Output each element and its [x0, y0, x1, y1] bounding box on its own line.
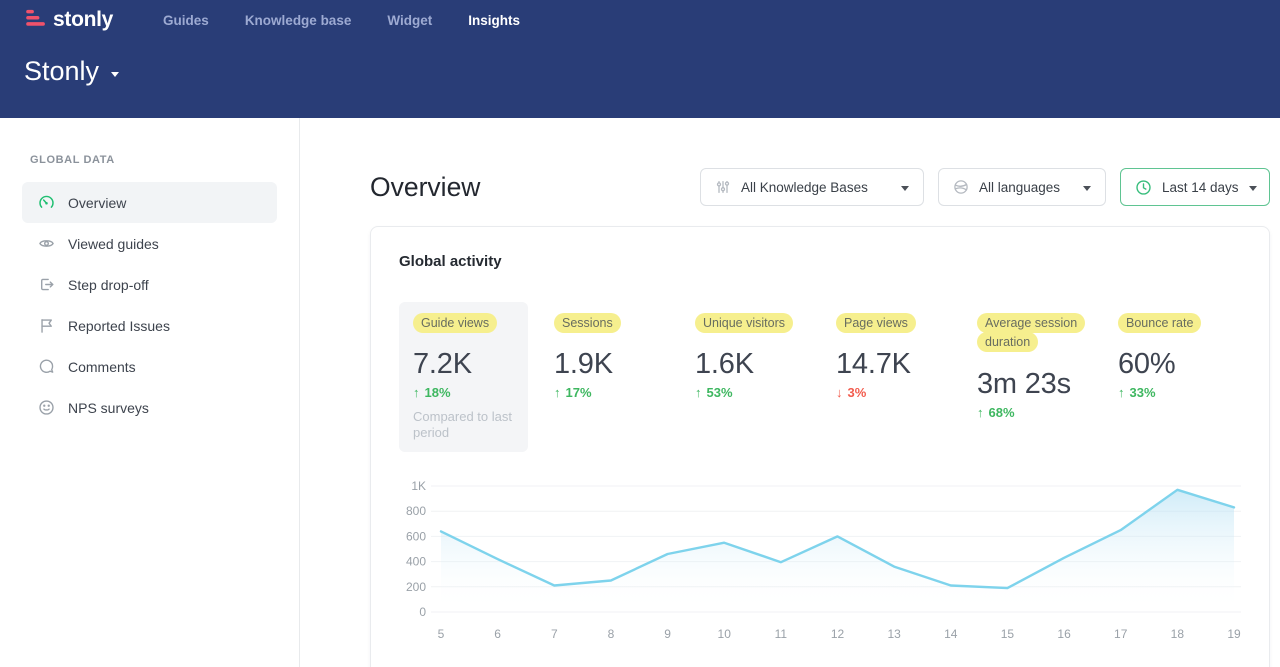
stonly-logo-icon — [24, 7, 46, 34]
x-tick-label: 19 — [1227, 627, 1241, 641]
sidebar-item-overview[interactable]: Overview — [22, 182, 277, 223]
filter-all-languages[interactable]: All languages — [938, 168, 1106, 206]
sidebar-item-viewed-guides[interactable]: Viewed guides — [22, 223, 277, 264]
page-title: Overview — [370, 172, 480, 203]
x-tick-label: 13 — [887, 627, 901, 641]
sidebar-item-nps-surveys[interactable]: NPS surveys — [22, 387, 277, 428]
nav-item-guides[interactable]: Guides — [163, 13, 209, 28]
metric-label-pill: Bounce rate — [1118, 313, 1201, 333]
x-tick-label: 15 — [1001, 627, 1015, 641]
chevron-down-icon — [1249, 186, 1257, 191]
y-tick-label: 0 — [419, 605, 426, 619]
top-navigation: Guides Knowledge base Widget Insights — [163, 13, 520, 28]
metric-guide-views[interactable]: Guide views 7.2K ↑18% Compared to last p… — [399, 302, 528, 452]
chevron-down-icon — [901, 186, 909, 191]
top-header: stonly Guides Knowledge base Widget Insight… — [0, 0, 1280, 118]
x-tick-label: 16 — [1057, 627, 1071, 641]
globe-icon — [953, 179, 969, 195]
sidebar-item-comments[interactable]: Comments — [22, 346, 277, 387]
metric-unique-visitors[interactable]: Unique visitors 1.6K ↑53% — [681, 302, 810, 452]
chevron-down-icon — [111, 72, 119, 77]
clock-icon — [1135, 179, 1152, 196]
global-activity-card: Global activity Guide views 7.2K ↑18% Co… — [370, 226, 1270, 667]
x-tick-label: 11 — [775, 627, 788, 641]
card-title: Global activity — [399, 253, 1241, 270]
x-tick-label: 10 — [718, 627, 732, 641]
x-tick-label: 14 — [944, 627, 958, 641]
filter-last-14-days[interactable]: Last 14 days — [1120, 168, 1270, 206]
filter-all-knowledge-bases[interactable]: All Knowledge Bases — [700, 168, 924, 206]
logo-text: stonly — [53, 8, 113, 32]
metric-value: 1.6K — [695, 349, 796, 379]
metric-label-pill: Guide views — [413, 313, 497, 333]
metric-value: 14.7K — [836, 349, 937, 379]
metric-label-pill: Unique visitors — [695, 313, 793, 333]
metric-change: ↑18% — [413, 385, 514, 400]
metrics-row: Guide views 7.2K ↑18% Compared to last p… — [399, 302, 1241, 452]
sidebar-section-title: GLOBAL DATA — [30, 154, 299, 166]
flag-icon — [38, 317, 55, 334]
y-tick-label: 800 — [406, 505, 426, 519]
y-tick-label: 1K — [411, 479, 426, 493]
metric-change: ↑53% — [695, 385, 796, 400]
x-tick-label: 17 — [1114, 627, 1128, 641]
workspace-name: Stonly — [24, 56, 99, 87]
metric-label-pill: Page views — [836, 313, 916, 333]
nav-item-widget[interactable]: Widget — [387, 13, 432, 28]
stonly-logo[interactable]: stonly — [24, 7, 113, 34]
x-tick-label: 5 — [438, 627, 445, 641]
x-tick-label: 8 — [608, 627, 615, 641]
metric-change: ↑33% — [1118, 385, 1219, 400]
comment-icon — [38, 358, 55, 375]
sliders-icon — [715, 179, 731, 195]
gauge-icon — [38, 194, 55, 211]
arrow-down-icon: ↓ — [836, 385, 843, 400]
x-tick-label: 18 — [1171, 627, 1185, 641]
nav-item-knowledge-base[interactable]: Knowledge base — [245, 13, 352, 28]
metric-value: 60% — [1118, 349, 1219, 379]
smiley-icon — [38, 399, 55, 416]
arrow-up-icon: ↑ — [1118, 385, 1125, 400]
metric-value: 3m 23s — [977, 369, 1078, 399]
metric-value: 7.2K — [413, 349, 514, 379]
metric-change: ↑17% — [554, 385, 655, 400]
metric-value: 1.9K — [554, 349, 655, 379]
metric-sessions[interactable]: Sessions 1.9K ↑17% — [540, 302, 669, 452]
metric-change: ↑68% — [977, 405, 1078, 420]
sidebar-item-reported-issues[interactable]: Reported Issues — [22, 305, 277, 346]
metric-average-session-duration[interactable]: Average session duration 3m 23s ↑68% — [963, 302, 1092, 452]
sidebar: GLOBAL DATA Overview Viewed guides Step … — [0, 118, 300, 667]
arrow-up-icon: ↑ — [554, 385, 561, 400]
x-tick-label: 6 — [494, 627, 501, 641]
step-exit-icon — [38, 276, 55, 293]
y-tick-label: 200 — [406, 580, 426, 594]
metric-change: ↓3% — [836, 385, 937, 400]
y-tick-label: 400 — [406, 555, 426, 569]
global-activity-chart: 0 200 400 600 800 1K 5 6 7 8 9 10 11 12 13 14 15 16 17 18 19 — [399, 478, 1243, 656]
metric-page-views[interactable]: Page views 14.7K ↓3% — [822, 302, 951, 452]
nav-item-insights[interactable]: Insights — [468, 13, 520, 28]
y-tick-label: 600 — [406, 530, 426, 544]
main-content: Overview All Knowledge Bases All languag… — [300, 118, 1280, 667]
metric-label-pill: Sessions — [554, 313, 621, 333]
x-tick-label: 12 — [831, 627, 845, 641]
workspace-switcher[interactable]: Stonly — [24, 56, 119, 87]
eye-icon — [38, 235, 55, 252]
arrow-up-icon: ↑ — [695, 385, 702, 400]
x-tick-label: 7 — [551, 627, 558, 641]
filters-bar: All Knowledge Bases All languages Last 1… — [700, 168, 1270, 206]
chevron-down-icon — [1083, 186, 1091, 191]
arrow-up-icon: ↑ — [413, 385, 420, 400]
metric-label-pill: Average session duration — [977, 313, 1085, 352]
arrow-up-icon: ↑ — [977, 405, 984, 420]
sidebar-item-step-drop-off[interactable]: Step drop-off — [22, 264, 277, 305]
metric-note: Compared to last period — [413, 409, 514, 441]
metric-bounce-rate[interactable]: Bounce rate 60% ↑33% — [1104, 302, 1233, 452]
x-tick-label: 9 — [664, 627, 671, 641]
